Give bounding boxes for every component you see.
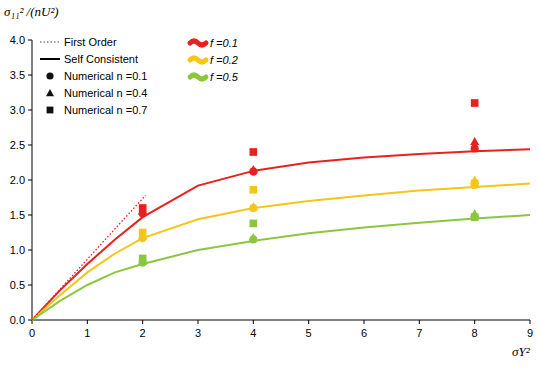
- x-axis-label: σY²: [512, 344, 531, 359]
- data-point: [471, 213, 479, 221]
- x-tick: [474, 320, 475, 324]
- y-tick: [28, 40, 32, 41]
- data-point: [471, 144, 479, 152]
- data-point: [250, 148, 258, 156]
- y-tick-label: 1.5: [10, 209, 25, 221]
- legend-label: f =0.2: [210, 54, 238, 66]
- y-tick-label: 2.5: [10, 139, 25, 151]
- x-tick-label: 9: [527, 327, 533, 339]
- x-tick-label: 8: [472, 327, 478, 339]
- legend: f =0.1 f =0.2 f =0.5 First Order Self Consis…: [40, 36, 239, 116]
- y-tick: [28, 215, 32, 216]
- legend-label: f =0.5: [210, 71, 239, 83]
- legend-marker: [46, 89, 54, 96]
- y-tick: [28, 180, 32, 181]
- plot-area: [32, 99, 530, 320]
- x-tick: [530, 320, 531, 324]
- series-line: [32, 195, 145, 320]
- data-point: [471, 99, 479, 107]
- y-tick-label: 0.0: [10, 314, 25, 326]
- legend-label: Self Consistent: [64, 53, 138, 65]
- y-tick: [28, 285, 32, 286]
- data-point: [470, 137, 479, 145]
- legend-swatch: [190, 58, 206, 62]
- x-tick-label: 7: [416, 327, 422, 339]
- legend-label: Numerical n =0.1: [64, 70, 147, 82]
- data-point: [249, 233, 258, 241]
- x-tick: [87, 320, 88, 324]
- legend-label: f =0.1: [210, 37, 238, 49]
- chart: 0.0 0.5 1.0 1.5 2.0 2.5 3.0 3.5 4.0 0 1 2 3 4 5 6 7 8 9 σ₁₁…: [0, 0, 540, 367]
- x-tick: [308, 320, 309, 324]
- y-tick-label: 3.0: [10, 104, 25, 116]
- legend-label: Numerical n =0.4: [64, 87, 147, 99]
- y-tick: [28, 250, 32, 251]
- legend-swatch: [190, 41, 206, 45]
- y-tick: [28, 145, 32, 146]
- legend-swatch: [40, 41, 60, 42]
- x-tick: [364, 320, 365, 324]
- y-tick: [28, 110, 32, 111]
- y-axis-label: σ₁₁² /(nU²): [4, 4, 59, 19]
- x-tick-label: 5: [306, 327, 312, 339]
- series-line: [32, 149, 530, 320]
- y-tick-label: 1.0: [10, 244, 25, 256]
- legend-marker: [46, 72, 53, 79]
- data-point: [250, 186, 258, 194]
- data-point: [139, 229, 147, 237]
- series-line: [32, 184, 530, 321]
- y-tick-label: 4.0: [10, 34, 25, 46]
- data-point: [250, 220, 258, 228]
- x-tick-label: 4: [250, 327, 256, 339]
- x-tick-label: 1: [84, 327, 90, 339]
- x-tick: [142, 320, 143, 324]
- legend-label: First Order: [64, 36, 117, 48]
- data-point: [471, 213, 479, 221]
- x-tick: [419, 320, 420, 324]
- legend-swatch: [190, 75, 206, 79]
- x-tick: [253, 320, 254, 324]
- legend-swatch: [40, 58, 60, 60]
- legend-label: Numerical n =0.7: [64, 104, 147, 116]
- y-tick-label: 2.0: [10, 174, 25, 186]
- data-point: [249, 202, 258, 210]
- y-tick: [28, 320, 32, 321]
- x-tick-label: 0: [29, 327, 35, 339]
- x-tick-label: 2: [140, 327, 146, 339]
- x-tick: [32, 320, 33, 324]
- data-point: [471, 180, 479, 188]
- legend-marker: [47, 107, 54, 114]
- x-tick-label: 3: [195, 327, 201, 339]
- y-tick-label: 0.5: [10, 279, 25, 291]
- y-tick: [28, 75, 32, 76]
- x-tick: [198, 320, 199, 324]
- data-point: [139, 204, 147, 212]
- data-point: [249, 165, 258, 173]
- series-line: [32, 215, 530, 320]
- x-tick-label: 6: [361, 327, 367, 339]
- y-tick-label: 3.5: [10, 69, 25, 81]
- x-axis: [32, 320, 530, 321]
- data-point: [139, 255, 147, 263]
